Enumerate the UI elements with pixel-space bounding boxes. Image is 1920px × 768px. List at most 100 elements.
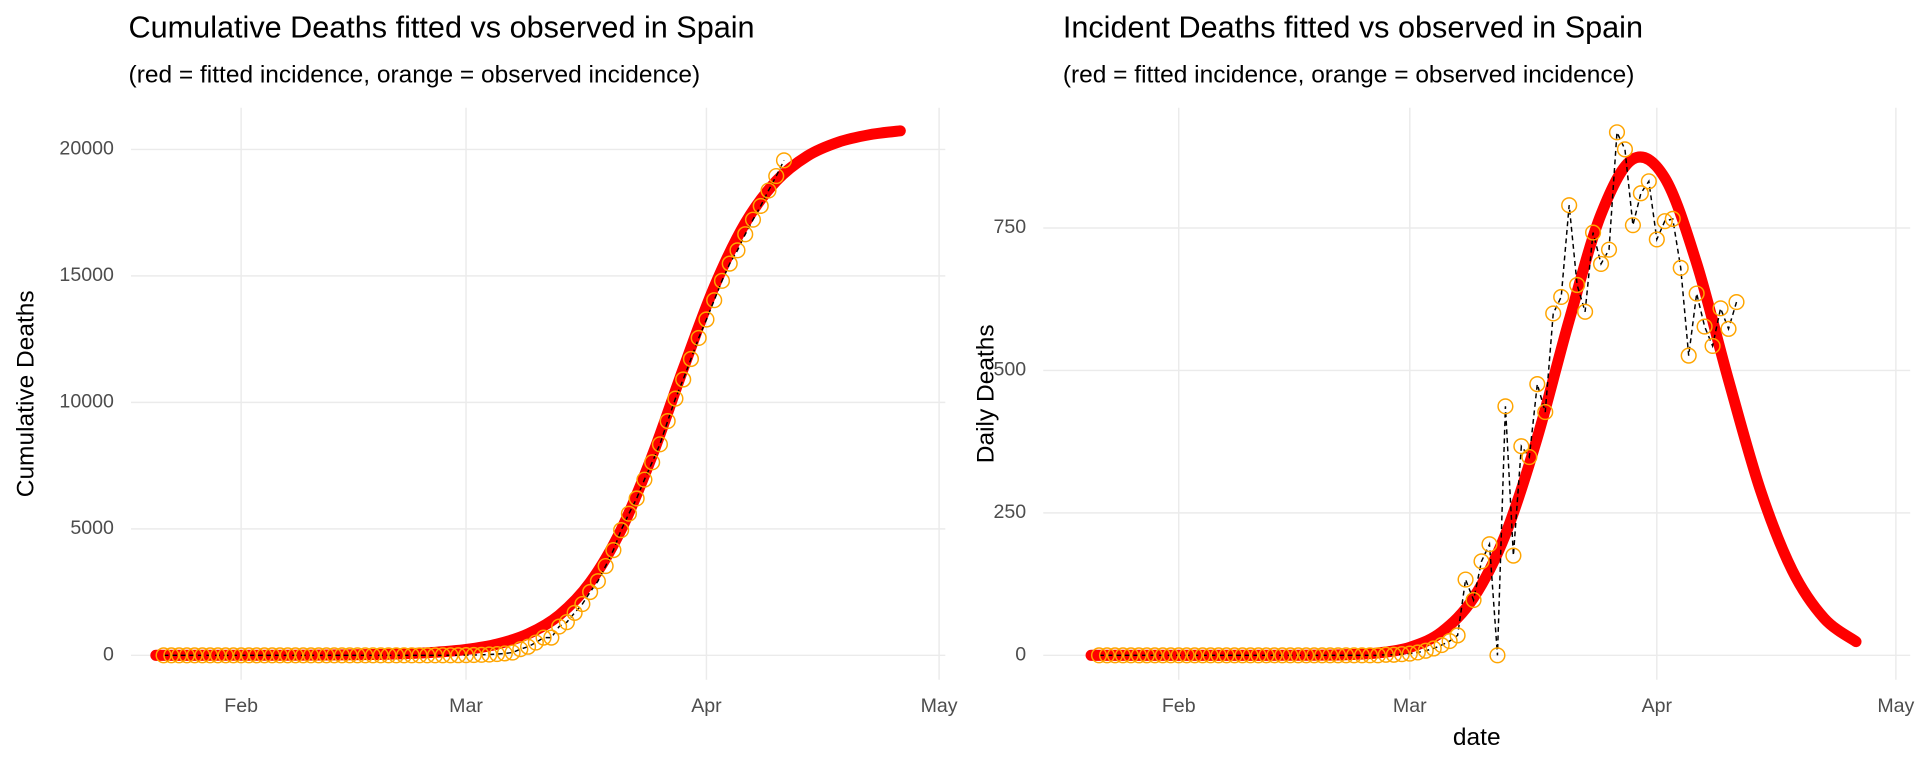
chart-title: Cumulative Deaths fitted vs observed in … xyxy=(129,10,755,44)
observed-point xyxy=(1600,241,1618,258)
observed-point xyxy=(519,638,537,655)
observed-point xyxy=(752,197,769,215)
observed-point xyxy=(465,646,482,664)
x-tick-label: Mar xyxy=(1393,695,1427,717)
observed-point xyxy=(628,490,645,507)
observed-point xyxy=(310,647,327,664)
observed-point xyxy=(372,647,389,664)
observed-point xyxy=(1330,647,1347,664)
observed-point xyxy=(318,647,335,664)
observed-point xyxy=(1234,647,1251,664)
observed-point xyxy=(1545,305,1562,322)
observed-point xyxy=(1385,646,1402,663)
observed-point xyxy=(651,436,669,453)
observed-point xyxy=(1274,647,1291,664)
observed-point xyxy=(264,647,281,664)
observed-point xyxy=(1561,197,1578,214)
observed-point xyxy=(1369,647,1387,664)
observed-point xyxy=(582,583,599,601)
observed-point xyxy=(698,311,715,328)
observed-point xyxy=(1266,647,1283,664)
x-tick-label: Apr xyxy=(691,695,722,717)
observed-point xyxy=(457,647,475,664)
observed-point xyxy=(271,647,289,664)
observed-point xyxy=(589,573,606,590)
observed-point xyxy=(1290,647,1307,664)
observed-point xyxy=(1194,647,1211,664)
observed-point xyxy=(1186,647,1203,664)
observed-point xyxy=(1409,644,1426,661)
observed-point xyxy=(620,505,637,522)
observed-point xyxy=(1122,647,1139,664)
observed-point xyxy=(287,647,304,664)
observed-point xyxy=(1728,293,1745,311)
observed-point xyxy=(1178,647,1195,664)
observed-point xyxy=(1314,647,1331,664)
observed-point xyxy=(1553,288,1570,306)
observed-point xyxy=(209,647,226,664)
y-tick-label: 5000 xyxy=(70,517,114,539)
observed-point xyxy=(1425,640,1442,657)
observed-point xyxy=(535,629,552,646)
observed-point xyxy=(217,647,234,664)
observed-point xyxy=(1393,646,1410,663)
observed-point xyxy=(1592,255,1610,272)
observed-point xyxy=(1306,647,1323,664)
observed-point xyxy=(202,647,219,664)
observed-point xyxy=(1497,398,1514,415)
plot-area xyxy=(1085,124,1862,664)
observed-point xyxy=(171,647,188,664)
observed-point xyxy=(605,542,622,559)
observed-point xyxy=(1218,647,1235,664)
observed-point xyxy=(295,647,312,664)
observed-point xyxy=(1505,547,1522,564)
x-tick-label: May xyxy=(921,695,958,717)
y-tick-label: 750 xyxy=(993,216,1026,238)
observed-point xyxy=(1322,647,1339,664)
y-tick-label: 250 xyxy=(993,501,1026,523)
observed-point xyxy=(644,454,661,471)
observed-point xyxy=(1465,591,1482,609)
observed-point xyxy=(225,647,242,664)
observed-point xyxy=(1258,647,1275,664)
observed-point xyxy=(1401,645,1418,662)
observed-point xyxy=(380,647,397,664)
observed-point xyxy=(302,647,320,664)
observed-point xyxy=(1210,647,1227,664)
observed-point xyxy=(613,522,630,539)
observed-point xyxy=(450,647,467,664)
observed-point xyxy=(1616,141,1634,158)
observed-point xyxy=(1242,647,1259,664)
observed-point xyxy=(434,647,451,664)
observed-point xyxy=(496,645,513,662)
observed-point xyxy=(1106,647,1124,664)
y-tick-label: 15000 xyxy=(59,264,114,286)
x-axis-title: date xyxy=(1453,724,1501,751)
observed-point xyxy=(1473,553,1490,570)
observed-point xyxy=(1688,285,1705,302)
observed-point xyxy=(1417,642,1434,659)
observed-point xyxy=(473,646,490,663)
observed-point xyxy=(1537,403,1554,421)
observed-point xyxy=(349,647,366,664)
observed-point xyxy=(1664,210,1681,227)
observed-point xyxy=(744,211,762,228)
observed-point xyxy=(1098,647,1116,664)
observed-point xyxy=(1680,347,1697,364)
observed-point xyxy=(597,557,614,575)
plot-area xyxy=(150,125,906,664)
x-tick-label: Feb xyxy=(1162,695,1196,717)
observed-point xyxy=(1608,124,1626,141)
observed-point xyxy=(1704,337,1721,355)
observed-point xyxy=(1090,647,1108,664)
observed-point xyxy=(326,647,343,664)
observed-point xyxy=(1569,276,1586,294)
observed-point xyxy=(1449,627,1466,644)
observed-point xyxy=(1457,571,1474,588)
observed-point xyxy=(279,647,296,664)
observed-point xyxy=(737,226,754,243)
observed-point xyxy=(1361,647,1379,664)
observed-point xyxy=(442,647,459,664)
